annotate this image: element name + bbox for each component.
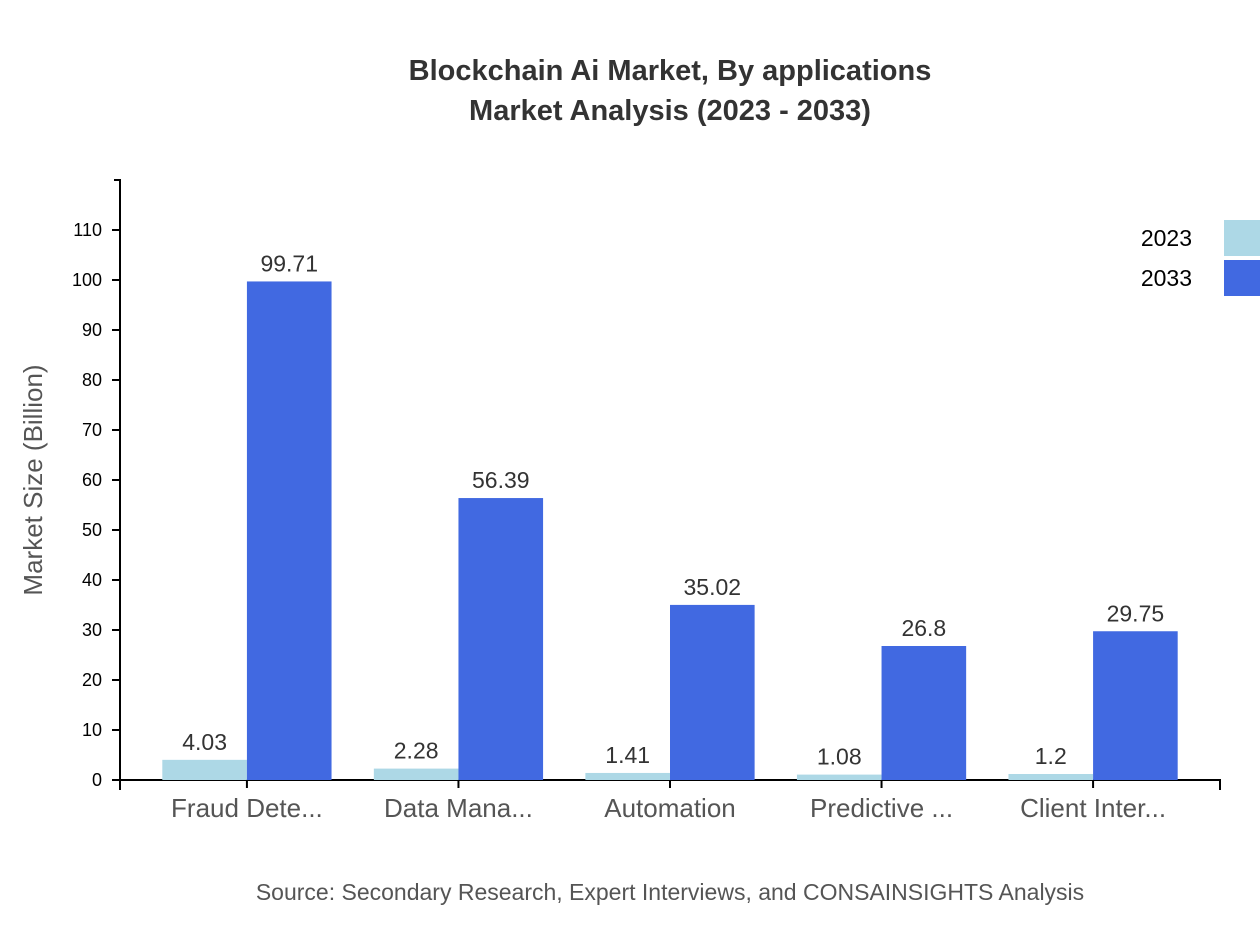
y-tick-label: 110 bbox=[73, 220, 102, 240]
y-axis-label: Market Size (Billion) bbox=[18, 364, 48, 595]
bar-2033 bbox=[246, 281, 332, 780]
y-tick-label: 90 bbox=[82, 320, 102, 340]
y-tick-label: 20 bbox=[82, 670, 102, 690]
data-label: 35.02 bbox=[684, 574, 742, 600]
data-label: 1.08 bbox=[817, 744, 862, 770]
bar-2033 bbox=[881, 646, 967, 780]
legend-label: 2023 bbox=[1141, 225, 1192, 251]
bar-2023 bbox=[585, 772, 670, 780]
bar-2023 bbox=[796, 774, 882, 780]
bar-2023 bbox=[1008, 774, 1094, 780]
data-label: 1.2 bbox=[1035, 743, 1067, 769]
x-tick-label: Fraud Dete... bbox=[171, 793, 323, 823]
x-tick-label: Data Mana... bbox=[384, 793, 533, 823]
y-tick-label: 60 bbox=[82, 470, 102, 490]
x-tick-label: Automation bbox=[604, 793, 736, 823]
chart-title: Blockchain Ai Market, By applications bbox=[409, 55, 932, 87]
data-label: 26.8 bbox=[901, 615, 946, 641]
chart-subtitle: Market Analysis (2023 - 2033) bbox=[469, 95, 871, 127]
bar-2033 bbox=[458, 498, 544, 780]
data-label: 29.75 bbox=[1107, 600, 1165, 626]
source-note: Source: Secondary Research, Expert Inter… bbox=[256, 879, 1084, 905]
data-label: 4.03 bbox=[182, 729, 227, 755]
bar-2023 bbox=[162, 759, 247, 780]
y-tick-label: 50 bbox=[82, 520, 102, 540]
bar-2033 bbox=[670, 604, 755, 780]
y-tick-label: 30 bbox=[82, 620, 102, 640]
data-label: 99.71 bbox=[260, 250, 318, 276]
y-tick-label: 70 bbox=[82, 420, 102, 440]
y-tick-label: 10 bbox=[82, 720, 102, 740]
legend-swatch-2033 bbox=[1224, 260, 1260, 296]
x-tick-label: Client Inter... bbox=[1020, 793, 1166, 823]
data-label: 2.28 bbox=[394, 738, 439, 764]
y-tick-label: 100 bbox=[72, 270, 102, 290]
x-tick-label: Predictive ... bbox=[810, 793, 953, 823]
bar-2033 bbox=[1093, 631, 1178, 780]
bar-2023 bbox=[373, 768, 459, 780]
y-tick-label: 80 bbox=[82, 370, 102, 390]
legend-label: 2033 bbox=[1141, 265, 1192, 291]
y-tick-label: 0 bbox=[92, 770, 102, 790]
data-label: 1.41 bbox=[605, 742, 650, 768]
data-label: 56.39 bbox=[472, 467, 530, 493]
legend-swatch-2023 bbox=[1224, 220, 1260, 256]
y-tick-label: 40 bbox=[82, 570, 102, 590]
